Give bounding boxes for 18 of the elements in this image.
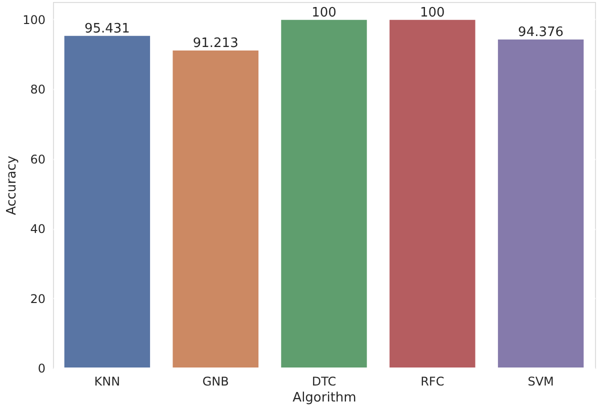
y-axis-title: Accuracy [4,156,20,216]
y-tick-label: 100 [22,12,46,27]
y-tick-label: 40 [30,222,46,236]
y-tick-label: 0 [38,362,46,376]
data-label: 100 [312,5,336,20]
data-label: 100 [420,5,445,20]
y-tick-label: 60 [30,152,46,166]
x-tick-label: KNN [94,374,120,388]
y-tick-label: 20 [30,292,46,306]
data-label: 94.376 [518,25,564,40]
x-tick-label: GNB [202,374,229,388]
x-axis-title: Algorithm [292,390,356,406]
x-tick-label: SVM [528,374,554,388]
y-tick-label: 80 [30,82,46,97]
x-tick-label: RFC [420,374,444,388]
data-label: 91.213 [192,36,238,52]
data-label: 95.431 [84,21,130,36]
x-tick-label: DTC [312,374,336,388]
